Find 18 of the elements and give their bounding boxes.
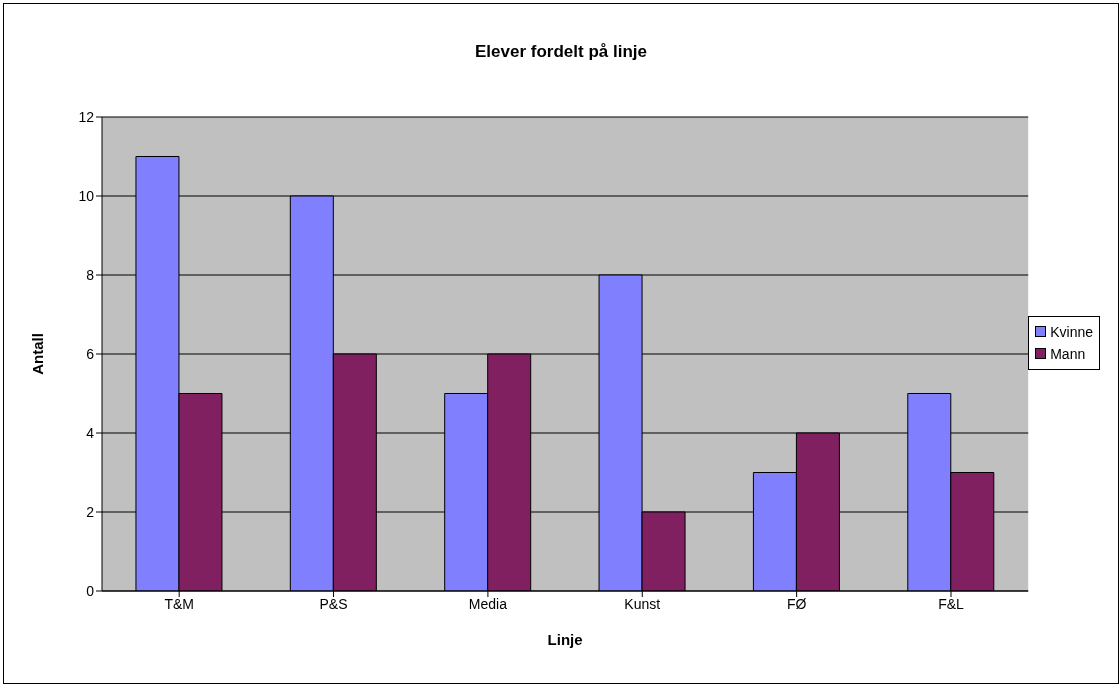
- y-tick-label: 4: [86, 424, 95, 441]
- y-tick-label: 2: [86, 503, 95, 520]
- x-tick-label: T&M: [164, 595, 194, 612]
- chart-title: Elever fordelt på linje: [474, 42, 648, 62]
- x-tick-label: F&L: [938, 595, 965, 612]
- x-axis-title: Linje: [547, 631, 583, 648]
- y-tick-label: 0: [86, 582, 95, 599]
- x-tick-label: Media: [468, 595, 508, 612]
- legend-label: Kvinne: [1050, 322, 1093, 342]
- legend-label: Mann: [1050, 344, 1086, 364]
- y-tick-label: 8: [86, 266, 95, 283]
- x-tick-label: P&S: [319, 595, 348, 612]
- y-axis-title: Antall: [29, 333, 47, 375]
- x-tick-label: FØ: [786, 595, 807, 612]
- y-tick-label: 12: [78, 108, 95, 125]
- y-tick-label: 6: [86, 345, 95, 362]
- x-tick-label: Kunst: [624, 595, 661, 612]
- y-tick-label: 10: [78, 187, 95, 204]
